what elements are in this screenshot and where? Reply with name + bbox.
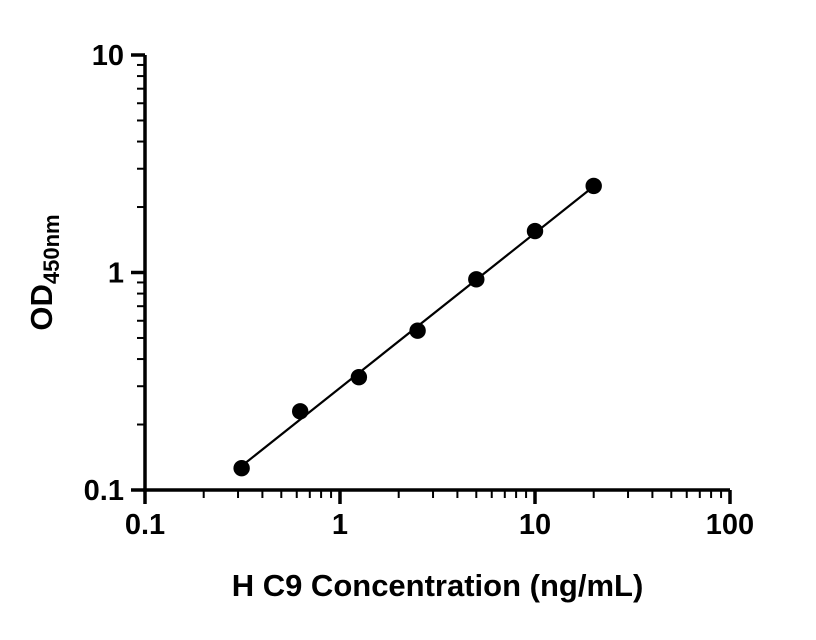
data-point bbox=[233, 459, 250, 477]
data-point bbox=[291, 403, 309, 420]
y-axis-title-sub: 450nm bbox=[39, 214, 64, 284]
data-point bbox=[350, 369, 368, 386]
x-tick-label: 0.1 bbox=[125, 509, 165, 541]
y-axis-title-main: OD bbox=[24, 284, 59, 331]
data-point bbox=[409, 322, 426, 339]
data-point bbox=[468, 271, 485, 288]
data-point bbox=[585, 177, 602, 195]
data-point bbox=[526, 222, 544, 240]
y-axis-title: OD450nm bbox=[24, 214, 64, 330]
x-tick-label: 100 bbox=[706, 509, 754, 541]
x-axis-title: H C9 Concentration (ng/mL) bbox=[232, 568, 644, 603]
x-tick-label: 10 bbox=[519, 509, 551, 541]
y-tick-label: 0.1 bbox=[84, 475, 124, 507]
y-tick-label: 1 bbox=[108, 258, 124, 290]
y-tick-label: 10 bbox=[92, 40, 124, 72]
x-tick-label: 1 bbox=[332, 509, 348, 541]
